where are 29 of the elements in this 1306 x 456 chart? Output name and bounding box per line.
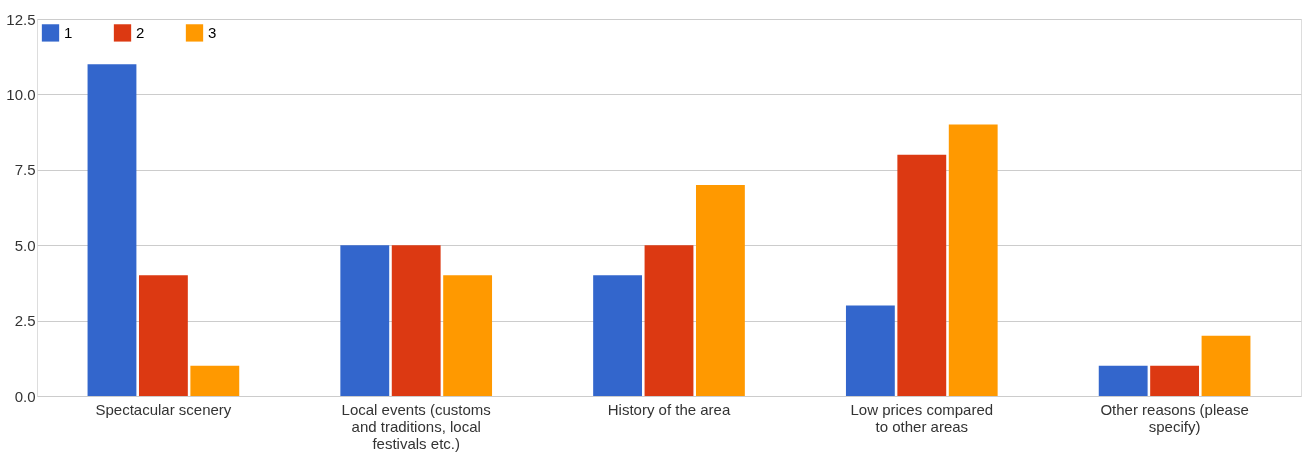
x-tick-label: Local events (customs and traditions, local festivals etc.) xyxy=(341,400,491,452)
x-tick-label: Spectacular scenery xyxy=(95,400,232,418)
bar xyxy=(443,275,493,396)
bar xyxy=(1201,335,1251,396)
legend-label: 2 xyxy=(136,23,145,41)
y-tick-label: 10.0 xyxy=(6,85,36,103)
legend-label: 1 xyxy=(64,23,73,41)
bar xyxy=(644,245,694,396)
y-tick-label: 7.5 xyxy=(14,161,36,179)
bar xyxy=(190,365,240,396)
bar xyxy=(845,305,895,396)
y-tick-label: 2.5 xyxy=(14,312,36,330)
bar xyxy=(138,275,188,396)
x-tick-label: Other reasons (please specify) xyxy=(1100,400,1249,435)
y-tick-label: 0.0 xyxy=(14,387,36,405)
legend-label: 3 xyxy=(208,23,217,41)
x-tick-label: History of the area xyxy=(607,400,731,418)
bar xyxy=(593,275,643,396)
bar xyxy=(948,124,998,396)
bar xyxy=(1098,365,1148,396)
y-tick-label: 12.5 xyxy=(6,10,36,28)
bar xyxy=(1150,365,1200,396)
bar xyxy=(695,184,745,396)
x-tick-label: Low prices compared to other areas xyxy=(850,400,994,435)
bar xyxy=(340,245,390,396)
y-tick-label: 5.0 xyxy=(14,236,36,254)
bar xyxy=(391,245,441,396)
bar xyxy=(897,154,947,396)
bar xyxy=(87,64,137,396)
